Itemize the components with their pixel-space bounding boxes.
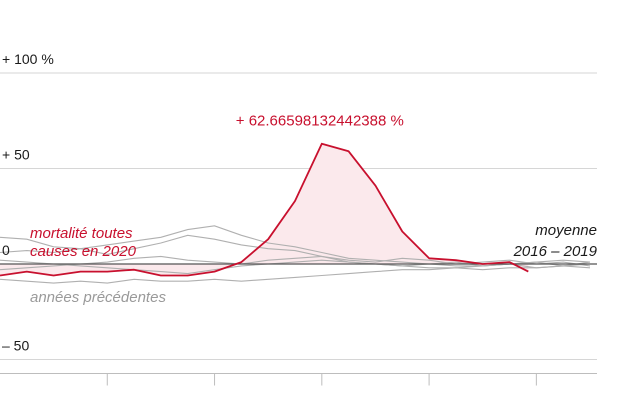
baseline-label: 2016 – 2019 (513, 243, 598, 260)
previous-years-label: années précédentes (30, 289, 166, 306)
series-2020 (0, 142, 529, 277)
y-tick-label: 0 (2, 242, 10, 258)
excess-area-fill (0, 143, 529, 276)
gridlines (0, 72, 597, 374)
annotations: + 62.66598132442388 % mortalité toutescau… (30, 113, 598, 306)
previous-year-line (0, 265, 591, 284)
previous-year-line (0, 259, 591, 275)
series-2020-label: causes en 2020 (30, 243, 137, 260)
previous-years-lines (0, 225, 591, 284)
y-tick-label: + 100 % (2, 51, 54, 67)
series-2020-label: mortalité toutes (30, 225, 133, 242)
peak-value-label: + 62.66598132442388 % (236, 113, 404, 130)
baseline-label: moyenne (535, 222, 597, 239)
y-tick-label: + 50 (2, 147, 30, 163)
y-tick-label: – 50 (2, 338, 29, 354)
x-axis-ticks: FevMarAvrMaiJui (106, 373, 537, 386)
excess-area (0, 143, 529, 276)
previous-year-line (0, 255, 591, 271)
y-axis-ticks: + 100 % + 50 0 – 50 (2, 51, 54, 354)
series-2020-line (0, 142, 529, 277)
